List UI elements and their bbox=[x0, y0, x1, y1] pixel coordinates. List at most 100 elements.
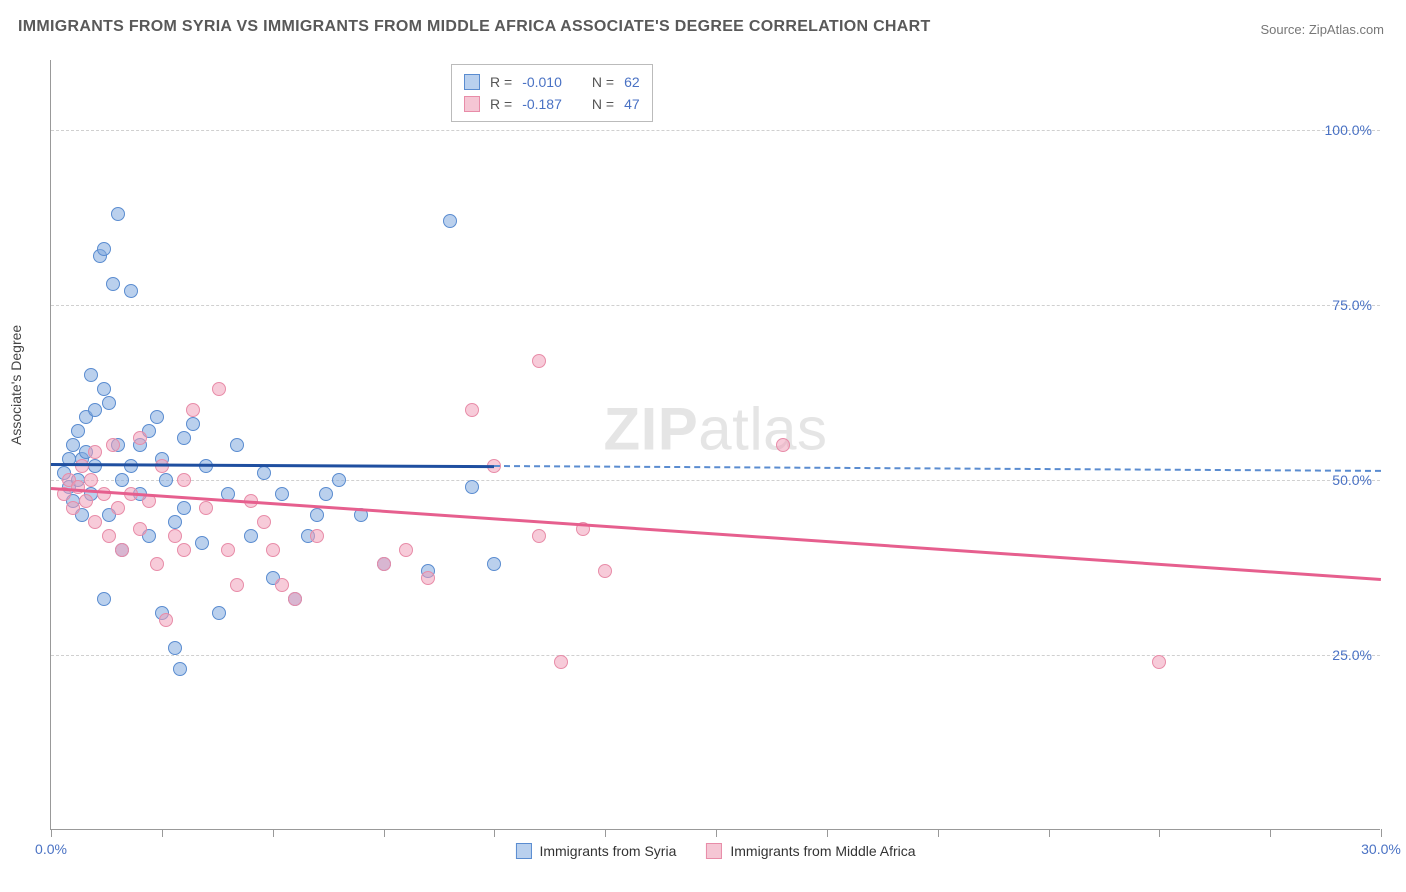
scatter-point bbox=[212, 606, 226, 620]
x-tick bbox=[273, 829, 274, 837]
scatter-point bbox=[115, 543, 129, 557]
scatter-point bbox=[88, 403, 102, 417]
scatter-point bbox=[84, 473, 98, 487]
scatter-point bbox=[133, 431, 147, 445]
scatter-point bbox=[168, 641, 182, 655]
legend-item: Immigrants from Syria bbox=[515, 843, 676, 859]
x-tick bbox=[51, 829, 52, 837]
x-tick bbox=[1270, 829, 1271, 837]
series-swatch bbox=[464, 96, 480, 112]
stat-n-label: N = bbox=[592, 93, 614, 115]
stats-row: R = -0.187 N = 47 bbox=[464, 93, 640, 115]
scatter-point bbox=[111, 501, 125, 515]
series-swatch bbox=[515, 843, 531, 859]
y-axis-label: Associate's Degree bbox=[8, 325, 24, 445]
gridline-h bbox=[51, 480, 1380, 481]
scatter-point bbox=[443, 214, 457, 228]
scatter-point bbox=[66, 438, 80, 452]
scatter-point bbox=[150, 410, 164, 424]
watermark: ZIPatlas bbox=[603, 395, 827, 464]
scatter-point bbox=[102, 529, 116, 543]
scatter-point bbox=[377, 557, 391, 571]
scatter-point bbox=[66, 501, 80, 515]
x-tick bbox=[827, 829, 828, 837]
stat-r-label: R = bbox=[490, 93, 512, 115]
scatter-point bbox=[159, 473, 173, 487]
scatter-point bbox=[88, 445, 102, 459]
x-tick bbox=[384, 829, 385, 837]
scatter-point bbox=[173, 662, 187, 676]
scatter-point bbox=[275, 578, 289, 592]
scatter-point bbox=[79, 494, 93, 508]
gridline-h bbox=[51, 655, 1380, 656]
plot-area: ZIPatlas R =-0.010N =62R =-0.187N =47 Im… bbox=[50, 60, 1380, 830]
scatter-point bbox=[106, 438, 120, 452]
scatter-point bbox=[399, 543, 413, 557]
scatter-point bbox=[71, 480, 85, 494]
scatter-point bbox=[84, 368, 98, 382]
x-tick-label: 0.0% bbox=[35, 841, 67, 857]
stat-r-label: R = bbox=[490, 71, 512, 93]
x-tick bbox=[1159, 829, 1160, 837]
scatter-point bbox=[195, 536, 209, 550]
y-tick-label: 25.0% bbox=[1332, 647, 1372, 663]
scatter-point bbox=[150, 557, 164, 571]
x-tick bbox=[162, 829, 163, 837]
stats-row: R =-0.010N =62 bbox=[464, 71, 640, 93]
stat-n-label: N = bbox=[592, 71, 614, 93]
stats-legend-box: R =-0.010N =62R =-0.187N =47 bbox=[451, 64, 653, 122]
scatter-point bbox=[266, 543, 280, 557]
scatter-point bbox=[168, 515, 182, 529]
scatter-point bbox=[554, 655, 568, 669]
y-tick-label: 100.0% bbox=[1325, 122, 1372, 138]
scatter-point bbox=[465, 480, 479, 494]
scatter-point bbox=[257, 515, 271, 529]
scatter-point bbox=[97, 592, 111, 606]
series-swatch bbox=[464, 74, 480, 90]
scatter-point bbox=[168, 529, 182, 543]
stat-r-value: -0.187 bbox=[522, 93, 562, 115]
scatter-point bbox=[465, 403, 479, 417]
scatter-point bbox=[97, 487, 111, 501]
scatter-point bbox=[75, 459, 89, 473]
scatter-point bbox=[88, 515, 102, 529]
scatter-point bbox=[124, 284, 138, 298]
x-tick bbox=[716, 829, 717, 837]
scatter-point bbox=[532, 529, 546, 543]
scatter-point bbox=[230, 438, 244, 452]
scatter-point bbox=[177, 501, 191, 515]
scatter-point bbox=[186, 403, 200, 417]
chart-title: IMMIGRANTS FROM SYRIA VS IMMIGRANTS FROM… bbox=[18, 18, 931, 36]
scatter-point bbox=[421, 571, 435, 585]
legend-bottom: Immigrants from Syria Immigrants from Mid… bbox=[515, 843, 915, 859]
legend-label: Immigrants from Syria bbox=[539, 843, 676, 859]
scatter-point bbox=[186, 417, 200, 431]
scatter-point bbox=[106, 277, 120, 291]
series-swatch bbox=[706, 843, 722, 859]
scatter-point bbox=[177, 543, 191, 557]
scatter-point bbox=[1152, 655, 1166, 669]
scatter-point bbox=[221, 543, 235, 557]
scatter-point bbox=[97, 382, 111, 396]
x-tick bbox=[1049, 829, 1050, 837]
legend-item: Immigrants from Middle Africa bbox=[706, 843, 915, 859]
scatter-point bbox=[88, 459, 102, 473]
scatter-point bbox=[598, 564, 612, 578]
scatter-point bbox=[275, 487, 289, 501]
stat-n-value: 47 bbox=[624, 93, 640, 115]
x-tick-label: 30.0% bbox=[1361, 841, 1401, 857]
scatter-point bbox=[244, 529, 258, 543]
source-attribution: Source: ZipAtlas.com bbox=[1260, 22, 1384, 37]
y-tick-label: 50.0% bbox=[1332, 472, 1372, 488]
stat-n-value: 62 bbox=[624, 71, 640, 93]
scatter-point bbox=[487, 557, 501, 571]
x-tick bbox=[605, 829, 606, 837]
scatter-point bbox=[124, 459, 138, 473]
x-tick bbox=[1381, 829, 1382, 837]
scatter-point bbox=[177, 431, 191, 445]
scatter-point bbox=[319, 487, 333, 501]
scatter-point bbox=[97, 242, 111, 256]
scatter-point bbox=[111, 207, 125, 221]
scatter-point bbox=[310, 508, 324, 522]
scatter-point bbox=[257, 466, 271, 480]
